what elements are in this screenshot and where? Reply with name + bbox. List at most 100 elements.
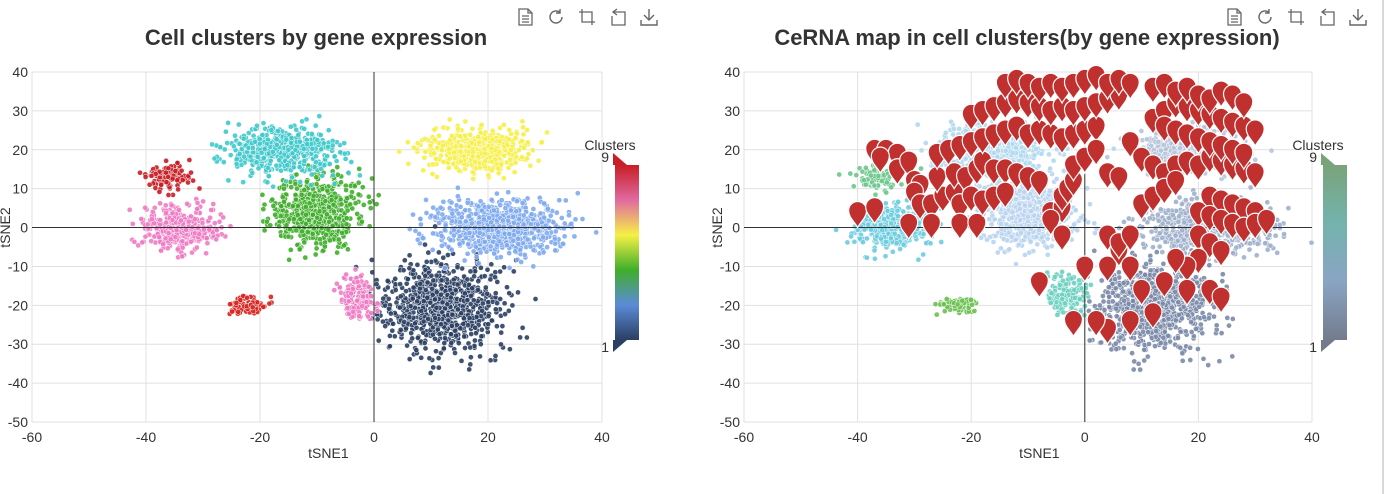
scatter-point <box>515 147 522 154</box>
scatter-point <box>313 174 320 181</box>
scatter-point <box>472 324 479 331</box>
zoom-icon[interactable] <box>576 6 598 28</box>
scatter-point <box>301 125 308 132</box>
scatter-point <box>423 287 429 293</box>
scatter-point <box>179 244 186 251</box>
scatter-point <box>356 166 363 172</box>
scatter-point <box>453 164 460 171</box>
scatter-point <box>429 161 436 168</box>
scatter-point <box>156 234 162 240</box>
legend-max-handle[interactable] <box>613 153 627 165</box>
scatter-point <box>185 218 192 225</box>
scatter-point <box>473 253 480 260</box>
scatter-point <box>1131 358 1138 365</box>
scatter-point <box>336 215 342 222</box>
scatter-point <box>259 191 266 198</box>
scatter-point <box>174 160 181 166</box>
x-tick-label: 0 <box>370 429 378 445</box>
cluster-7-points <box>137 157 203 198</box>
scatter-point <box>458 358 465 364</box>
scatter-point <box>1175 335 1181 341</box>
scatter-point <box>497 296 504 302</box>
scatter-point <box>466 282 472 288</box>
save-image-icon[interactable] <box>638 6 660 28</box>
scatter-point <box>478 121 485 128</box>
scatter-point <box>341 242 348 249</box>
scatter-point <box>415 335 421 341</box>
scatter-point <box>293 196 299 203</box>
scatter-point <box>485 203 492 210</box>
scatter-point <box>514 198 520 205</box>
scatter-point <box>302 204 309 210</box>
scatter-point <box>412 227 419 234</box>
scatter-point <box>188 238 194 245</box>
data-view-icon[interactable] <box>514 6 536 28</box>
scatter-point <box>249 304 256 311</box>
chart-panel-cerna-map: CeRNA map in cell clusters(by gene expre… <box>700 0 1380 494</box>
scatter-point <box>367 205 374 211</box>
scatter-point <box>163 179 170 185</box>
scatter-chart-cerna-map[interactable]: CeRNA map in cell clusters(by gene expre… <box>700 0 1380 494</box>
scatter-point <box>309 231 316 237</box>
scatter-point <box>488 145 495 152</box>
scatter-point <box>524 334 530 341</box>
scatter-point <box>314 214 320 221</box>
scatter-point <box>131 239 138 245</box>
scatter-point <box>334 280 340 287</box>
legend-max-label: 9 <box>601 149 609 165</box>
scatter-point <box>496 138 503 145</box>
scatter-chart-cell-clusters[interactable]: Cell clusters by gene expression-60 -40 -2… <box>0 0 690 494</box>
scatter-point <box>142 233 149 240</box>
zoom-reset-icon[interactable] <box>607 6 629 28</box>
scatter-point <box>477 341 484 348</box>
scatter-point <box>384 284 391 291</box>
scatter-point <box>550 219 557 226</box>
scatter-point <box>126 206 133 213</box>
legend-color-bar <box>615 165 639 340</box>
scatter-point <box>238 162 245 168</box>
scatter-point <box>1121 297 1127 304</box>
scatter-point <box>519 118 526 125</box>
scatter-point <box>1109 298 1116 305</box>
scatter-point <box>512 135 519 141</box>
scatter-point <box>515 289 521 296</box>
scatter-point <box>484 266 491 273</box>
scatter-point <box>144 221 151 228</box>
scatter-point <box>334 171 341 178</box>
scatter-point <box>186 157 193 163</box>
scatter-point <box>330 201 337 208</box>
scatter-point <box>404 342 410 349</box>
scatter-point <box>344 195 351 202</box>
scatter-point <box>269 196 276 203</box>
scatter-point <box>492 156 499 163</box>
restore-icon[interactable] <box>545 6 567 28</box>
scatter-point <box>295 132 302 139</box>
scatter-point <box>164 245 171 252</box>
scatter-point <box>431 136 438 143</box>
scatter-point <box>163 157 169 164</box>
scatter-point <box>435 364 442 371</box>
scatter-point <box>172 234 179 241</box>
scatter-point <box>485 313 492 319</box>
y-tick-label: 40 <box>12 64 28 80</box>
scatter-point <box>497 268 503 275</box>
scatter-point <box>574 190 581 197</box>
scatter-point <box>462 290 468 297</box>
legend-min-handle[interactable] <box>613 340 627 352</box>
scatter-point <box>439 211 446 218</box>
scatter-point <box>451 149 458 156</box>
scatter-point <box>209 141 215 148</box>
scatter-point <box>359 303 365 309</box>
scatter-point <box>1183 328 1189 335</box>
scatter-point <box>290 216 297 222</box>
y-tick-label: 0 <box>20 220 28 236</box>
scatter-point <box>301 158 308 164</box>
scatter-point <box>338 201 345 208</box>
scatter-point <box>163 169 169 176</box>
scatter-point <box>304 229 311 235</box>
scatter-point <box>355 191 362 198</box>
scatter-point <box>501 264 507 271</box>
scatter-point <box>172 168 179 174</box>
scatter-point <box>510 268 517 275</box>
